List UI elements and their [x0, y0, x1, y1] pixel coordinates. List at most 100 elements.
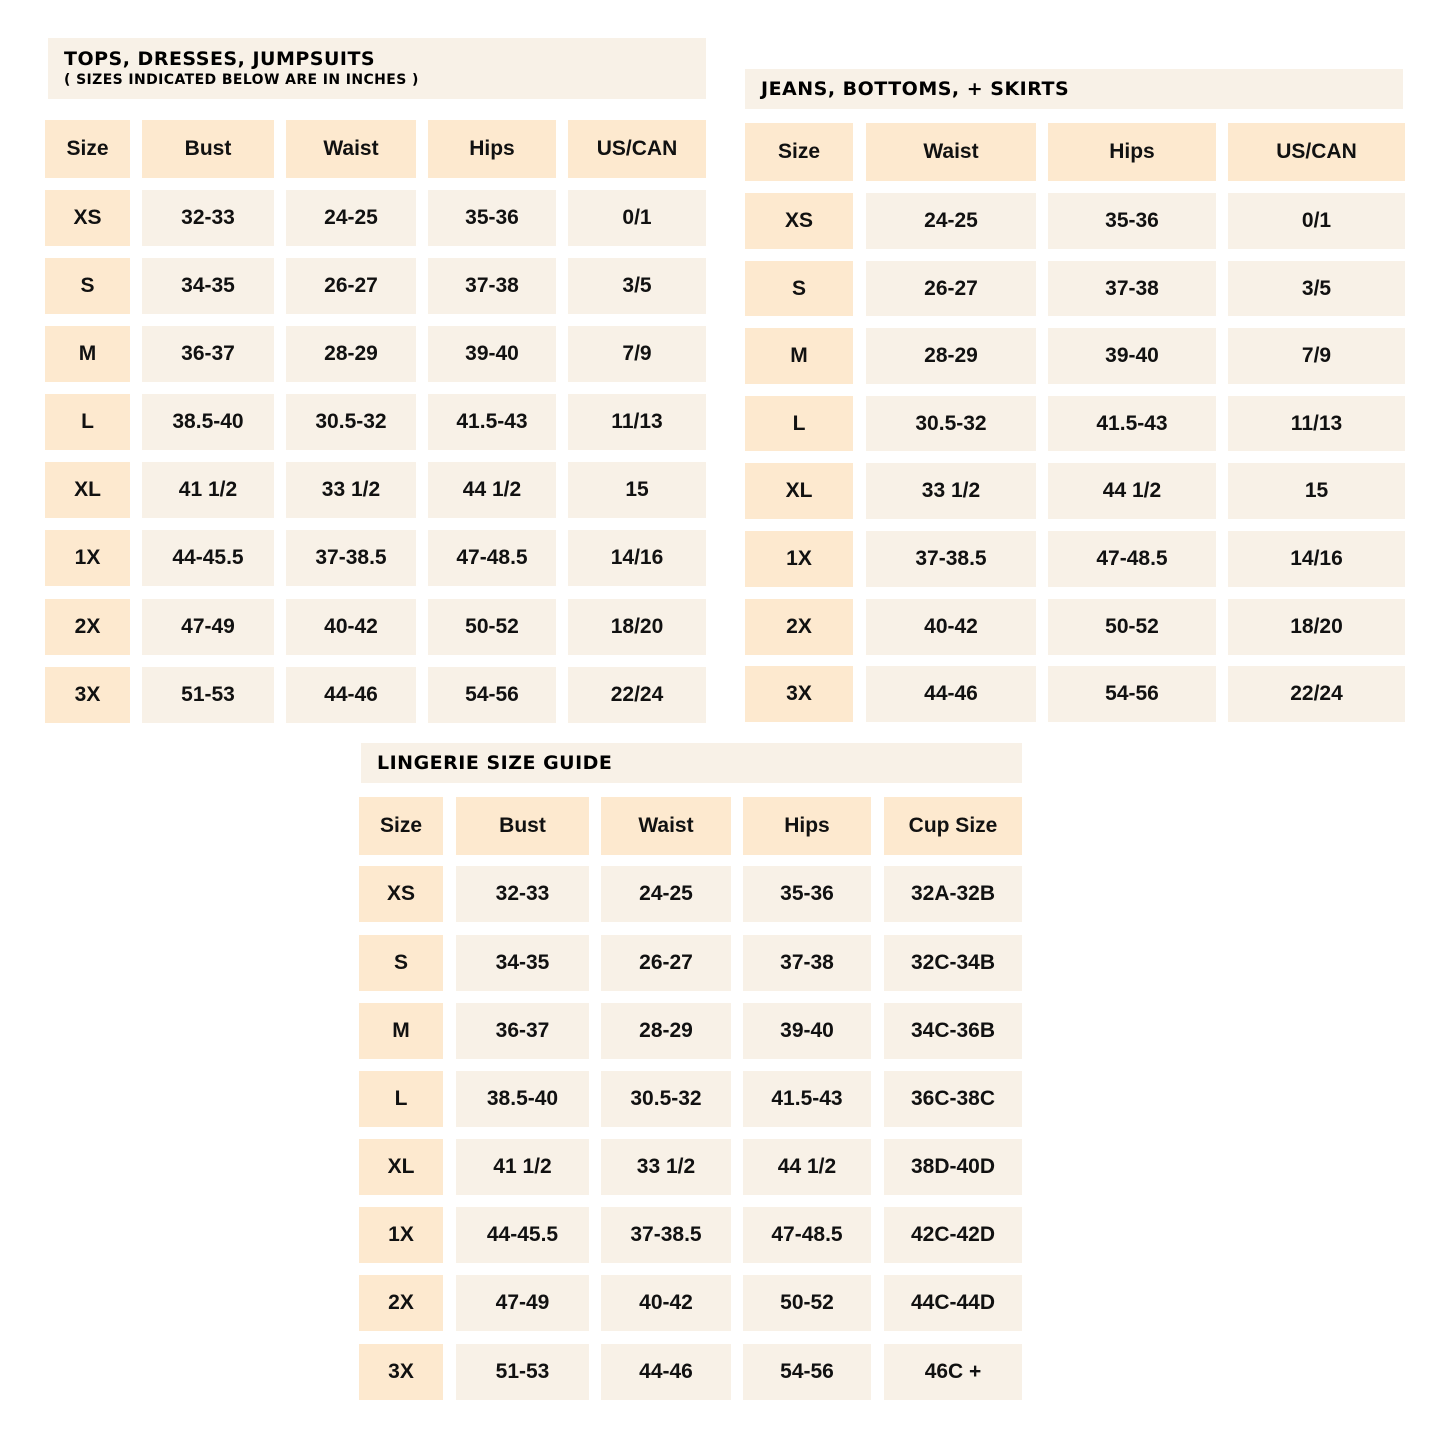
table-cell: 41.5-43 — [1048, 396, 1216, 451]
table-cell: 47-48.5 — [743, 1207, 871, 1263]
size-label-cell: 3X — [359, 1344, 443, 1400]
table-subtitle: ( SIZES INDICATED BELOW ARE IN INCHES ) — [64, 72, 419, 88]
table-cell: 44-46 — [286, 667, 416, 723]
table-cell: 37-38 — [1048, 261, 1216, 316]
size-label-cell: 1X — [45, 530, 130, 586]
table-cell: 37-38.5 — [286, 530, 416, 586]
table-cell: 28-29 — [601, 1003, 731, 1059]
table-cell: 38D-40D — [884, 1139, 1022, 1195]
table-cell: 38.5-40 — [456, 1071, 589, 1127]
table-cell: 41 1/2 — [456, 1139, 589, 1195]
table-cell: 34C-36B — [884, 1003, 1022, 1059]
size-label-cell: 1X — [745, 531, 853, 587]
table-cell: 39-40 — [1048, 328, 1216, 384]
table-cell: 26-27 — [601, 935, 731, 991]
size-label-cell: XL — [45, 462, 130, 518]
column-header: Cup Size — [884, 797, 1022, 855]
column-header: US/CAN — [568, 120, 706, 178]
column-header: Size — [45, 120, 130, 178]
table-cell: 11/13 — [1228, 396, 1405, 451]
jeans-bottoms-skirts-title-box: JEANS, BOTTOMS, + SKIRTS — [745, 69, 1403, 109]
size-label-cell: XS — [359, 866, 443, 922]
table-cell: 50-52 — [1048, 599, 1216, 655]
size-label-cell: XS — [745, 193, 853, 249]
table-cell: 40-42 — [866, 599, 1036, 655]
table-cell: 3/5 — [568, 258, 706, 314]
size-label-cell: L — [45, 394, 130, 450]
column-header: Bust — [456, 797, 589, 855]
table-cell: 47-49 — [456, 1275, 589, 1331]
size-label-cell: S — [45, 258, 130, 314]
table-cell: 32-33 — [456, 866, 589, 922]
table-cell: 26-27 — [286, 258, 416, 314]
size-label-cell: M — [745, 328, 853, 384]
table-cell: 42C-42D — [884, 1207, 1022, 1263]
size-label-cell: XL — [359, 1139, 443, 1195]
table-cell: 44-45.5 — [142, 530, 274, 586]
table-cell: 24-25 — [286, 190, 416, 246]
size-label-cell: 2X — [45, 599, 130, 655]
table-cell: 26-27 — [866, 261, 1036, 316]
column-header: Waist — [286, 120, 416, 178]
tops-dresses-jumpsuits-title-box: TOPS, DRESSES, JUMPSUITS ( SIZES INDICATE… — [48, 38, 706, 99]
table-cell: 44C-44D — [884, 1275, 1022, 1331]
table-cell: 37-38.5 — [601, 1207, 731, 1263]
table-cell: 24-25 — [866, 193, 1036, 249]
table-cell: 50-52 — [743, 1275, 871, 1331]
table-cell: 34-35 — [142, 258, 274, 314]
table-cell: 41 1/2 — [142, 462, 274, 518]
table-cell: 11/13 — [568, 394, 706, 450]
table-cell: 30.5-32 — [286, 394, 416, 450]
table-title: TOPS, DRESSES, JUMPSUITS — [64, 48, 376, 70]
table-cell: 41.5-43 — [428, 394, 556, 450]
table-cell: 41.5-43 — [743, 1071, 871, 1127]
column-header: Hips — [1048, 123, 1216, 181]
lingerie-title-box: LINGERIE SIZE GUIDE — [361, 743, 1022, 783]
table-cell: 46C + — [884, 1344, 1022, 1400]
column-header: Size — [745, 123, 853, 181]
table-cell: 54-56 — [1048, 666, 1216, 722]
table-cell: 32-33 — [142, 190, 274, 246]
table-cell: 37-38 — [428, 258, 556, 314]
column-header: Hips — [743, 797, 871, 855]
table-cell: 32C-34B — [884, 935, 1022, 991]
table-cell: 39-40 — [428, 326, 556, 382]
table-cell: 35-36 — [428, 190, 556, 246]
table-cell: 7/9 — [568, 326, 706, 382]
table-cell: 18/20 — [1228, 599, 1405, 655]
table-cell: 35-36 — [1048, 193, 1216, 249]
table-cell: 15 — [1228, 463, 1405, 519]
table-cell: 30.5-32 — [866, 396, 1036, 451]
size-label-cell: S — [745, 261, 853, 316]
size-label-cell: L — [745, 396, 853, 451]
column-header: Size — [359, 797, 443, 855]
table-cell: 38.5-40 — [142, 394, 274, 450]
table-cell: 33 1/2 — [866, 463, 1036, 519]
table-cell: 54-56 — [428, 667, 556, 723]
table-cell: 51-53 — [142, 667, 274, 723]
table-cell: 54-56 — [743, 1344, 871, 1400]
table-title: JEANS, BOTTOMS, + SKIRTS — [761, 78, 1070, 100]
table-cell: 36-37 — [142, 326, 274, 382]
table-cell: 3/5 — [1228, 261, 1405, 316]
table-cell: 44 1/2 — [743, 1139, 871, 1195]
size-label-cell: S — [359, 935, 443, 991]
size-label-cell: XS — [45, 190, 130, 246]
table-cell: 47-48.5 — [428, 530, 556, 586]
table-cell: 36-37 — [456, 1003, 589, 1059]
table-cell: 35-36 — [743, 866, 871, 922]
table-cell: 0/1 — [1228, 193, 1405, 249]
size-label-cell: 2X — [745, 599, 853, 655]
table-cell: 44 1/2 — [428, 462, 556, 518]
column-header: US/CAN — [1228, 123, 1405, 181]
table-cell: 24-25 — [601, 866, 731, 922]
table-cell: 7/9 — [1228, 328, 1405, 384]
column-header: Waist — [601, 797, 731, 855]
size-label-cell: M — [359, 1003, 443, 1059]
table-cell: 44 1/2 — [1048, 463, 1216, 519]
table-title: LINGERIE SIZE GUIDE — [377, 752, 613, 774]
size-label-cell: M — [45, 326, 130, 382]
table-cell: 22/24 — [1228, 666, 1405, 722]
table-cell: 34-35 — [456, 935, 589, 991]
size-label-cell: 3X — [745, 666, 853, 722]
